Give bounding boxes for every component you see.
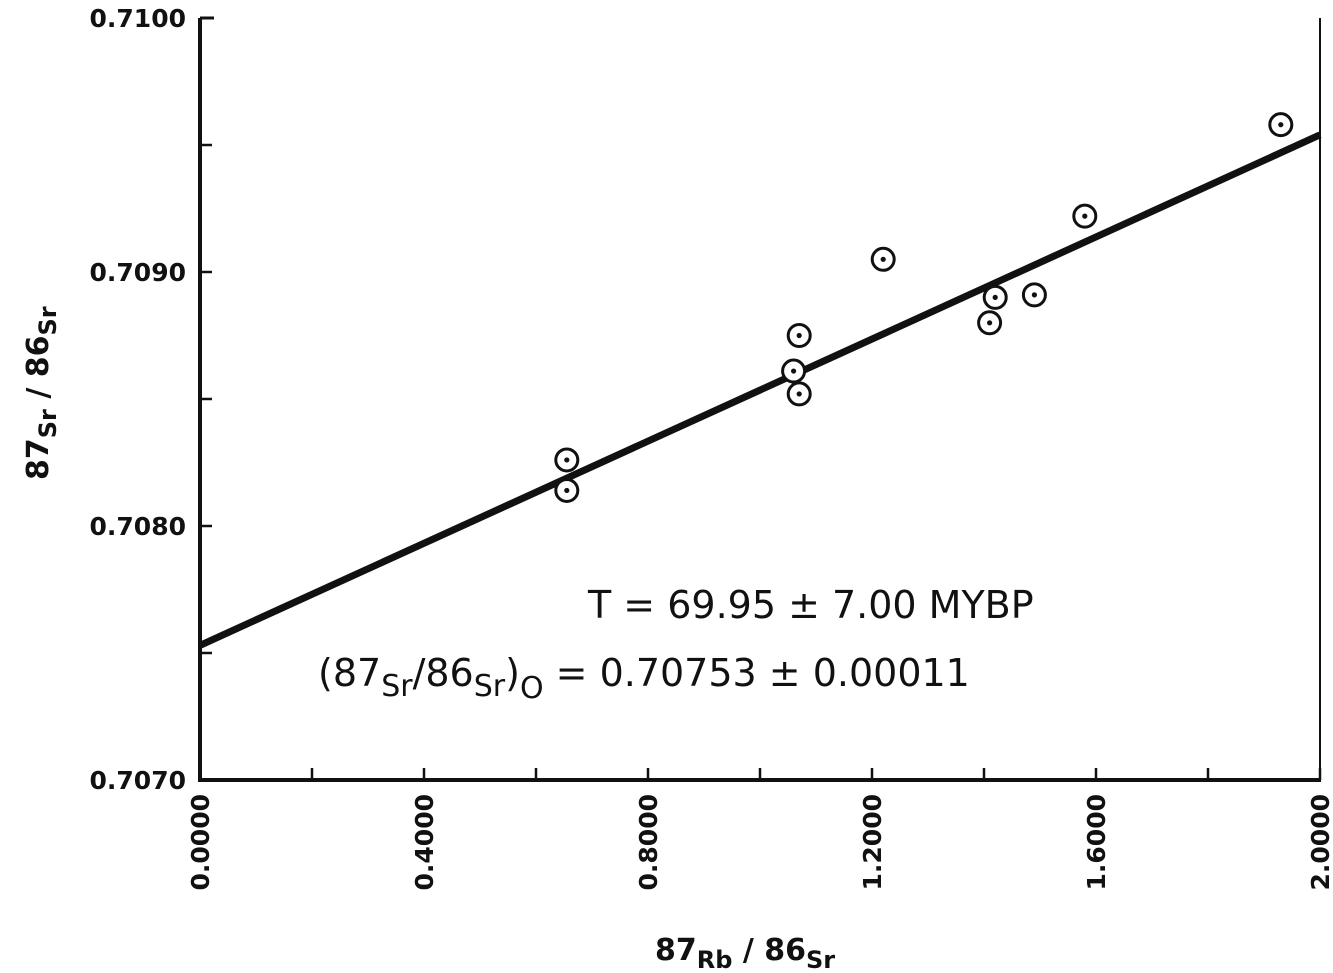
data-point xyxy=(982,284,1008,310)
x-tick-label: 0.0000 xyxy=(186,794,215,890)
x-tick-label: 1.6000 xyxy=(1082,794,1111,890)
data-point-dot xyxy=(880,256,886,262)
y-tick-label: 0.7080 xyxy=(90,512,186,541)
x-tick-label: 1.2000 xyxy=(858,794,887,890)
data-point xyxy=(786,381,812,407)
regression-line-group xyxy=(198,131,1322,649)
y-tick-label: 0.7090 xyxy=(90,258,186,287)
data-point-dot xyxy=(796,332,802,339)
x-tick-label: 0.4000 xyxy=(410,794,439,890)
data-point-dot xyxy=(796,391,802,397)
initial-ratio-annotation: (87Sr/86Sr)O = 0.70753 ± 0.00011 xyxy=(318,651,970,706)
data-point xyxy=(554,477,580,503)
data-point xyxy=(977,310,1003,336)
data-point xyxy=(1021,282,1047,308)
data-point-dot xyxy=(1031,292,1037,298)
data-point xyxy=(554,447,580,473)
data-point-dot xyxy=(992,294,998,300)
age-annotation: T = 69.95 ± 7.00 MYBP xyxy=(587,583,1034,627)
y-axis-ticks: 0.7070 0.7080 0.7090 0.7100 xyxy=(90,4,212,795)
data-point xyxy=(781,358,807,384)
y-axis-label: 87Sr / 86Sr xyxy=(21,306,62,480)
x-tick-label: 2.0000 xyxy=(1306,794,1333,890)
x-axis-label: 87Rb / 86Sr xyxy=(655,933,835,973)
data-point-dot xyxy=(564,457,570,463)
data-point-dot xyxy=(1082,213,1088,219)
data-point xyxy=(1268,112,1294,138)
y-tick-label: 0.7100 xyxy=(90,4,186,33)
x-tick-label: 0.8000 xyxy=(634,794,663,890)
data-point xyxy=(1072,203,1098,229)
data-point xyxy=(786,323,812,348)
x-axis-ticks: 0.0000 0.4000 0.8000 1.2000 1.6000 2.0000 xyxy=(186,768,1333,890)
regression-line xyxy=(198,131,1322,649)
data-point-dot xyxy=(564,487,570,494)
data-point-dot xyxy=(987,320,993,326)
data-point-dot xyxy=(791,368,797,374)
data-point-dot xyxy=(1278,122,1284,128)
data-points xyxy=(554,112,1294,503)
y-tick-label: 0.7070 xyxy=(90,766,186,795)
data-point xyxy=(870,246,896,272)
